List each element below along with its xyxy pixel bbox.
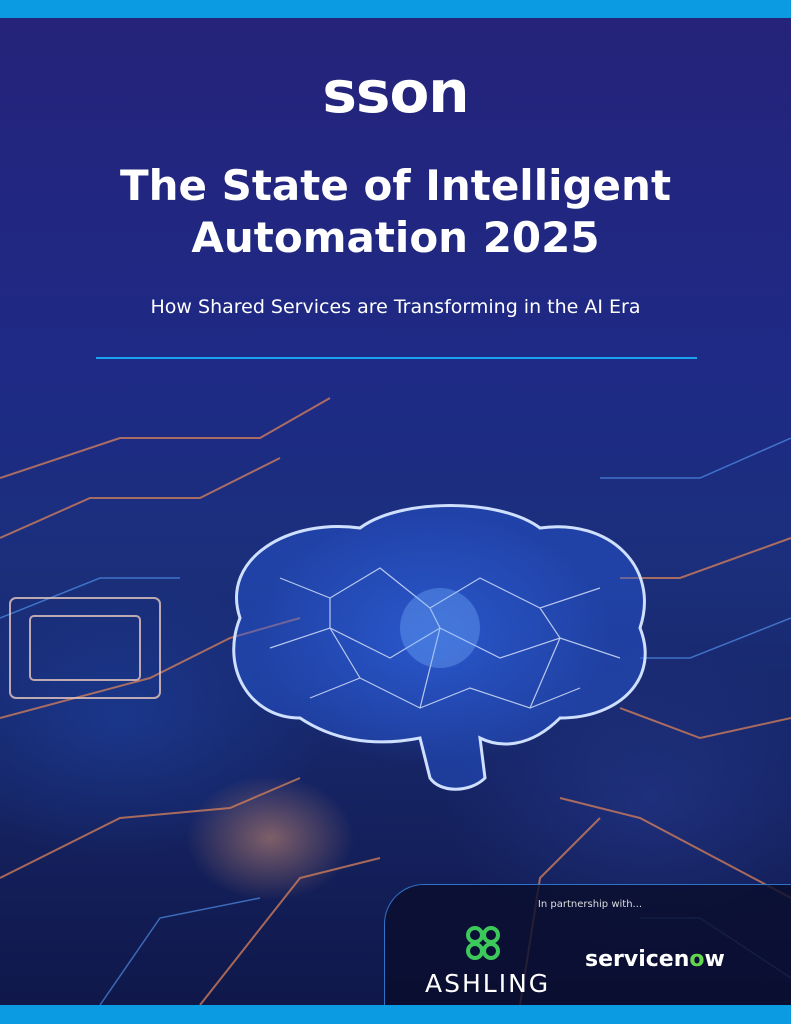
servicenow-text-end: w [704,947,725,972]
partnership-label: In partnership with... [537,899,643,910]
ashling-name: ASHLING [425,969,551,998]
partnership-panel: In partnership with... ASHLING serviceno… [384,884,791,1010]
title-line-2: Automation 2025 [191,213,600,262]
report-title: The State of Intelligent Automation 2025 [0,160,791,264]
sson-logo: sson [322,58,469,126]
top-accent-bar [0,0,791,18]
divider-rule [96,357,697,359]
ashling-logo: ASHLING [425,923,551,998]
servicenow-text-main: servicen [585,947,690,972]
bottom-accent-bar [0,1005,791,1024]
circuit-brain-illustration [0,397,791,1005]
title-line-1: The State of Intelligent [119,161,672,210]
chip-icon [9,597,161,699]
servicenow-logo: servicenow [585,947,725,972]
ashling-clover-icon [465,926,500,960]
report-subtitle: How Shared Services are Transforming in … [150,296,641,318]
brain-icon [232,504,647,791]
servicenow-text-o: o [689,947,705,972]
